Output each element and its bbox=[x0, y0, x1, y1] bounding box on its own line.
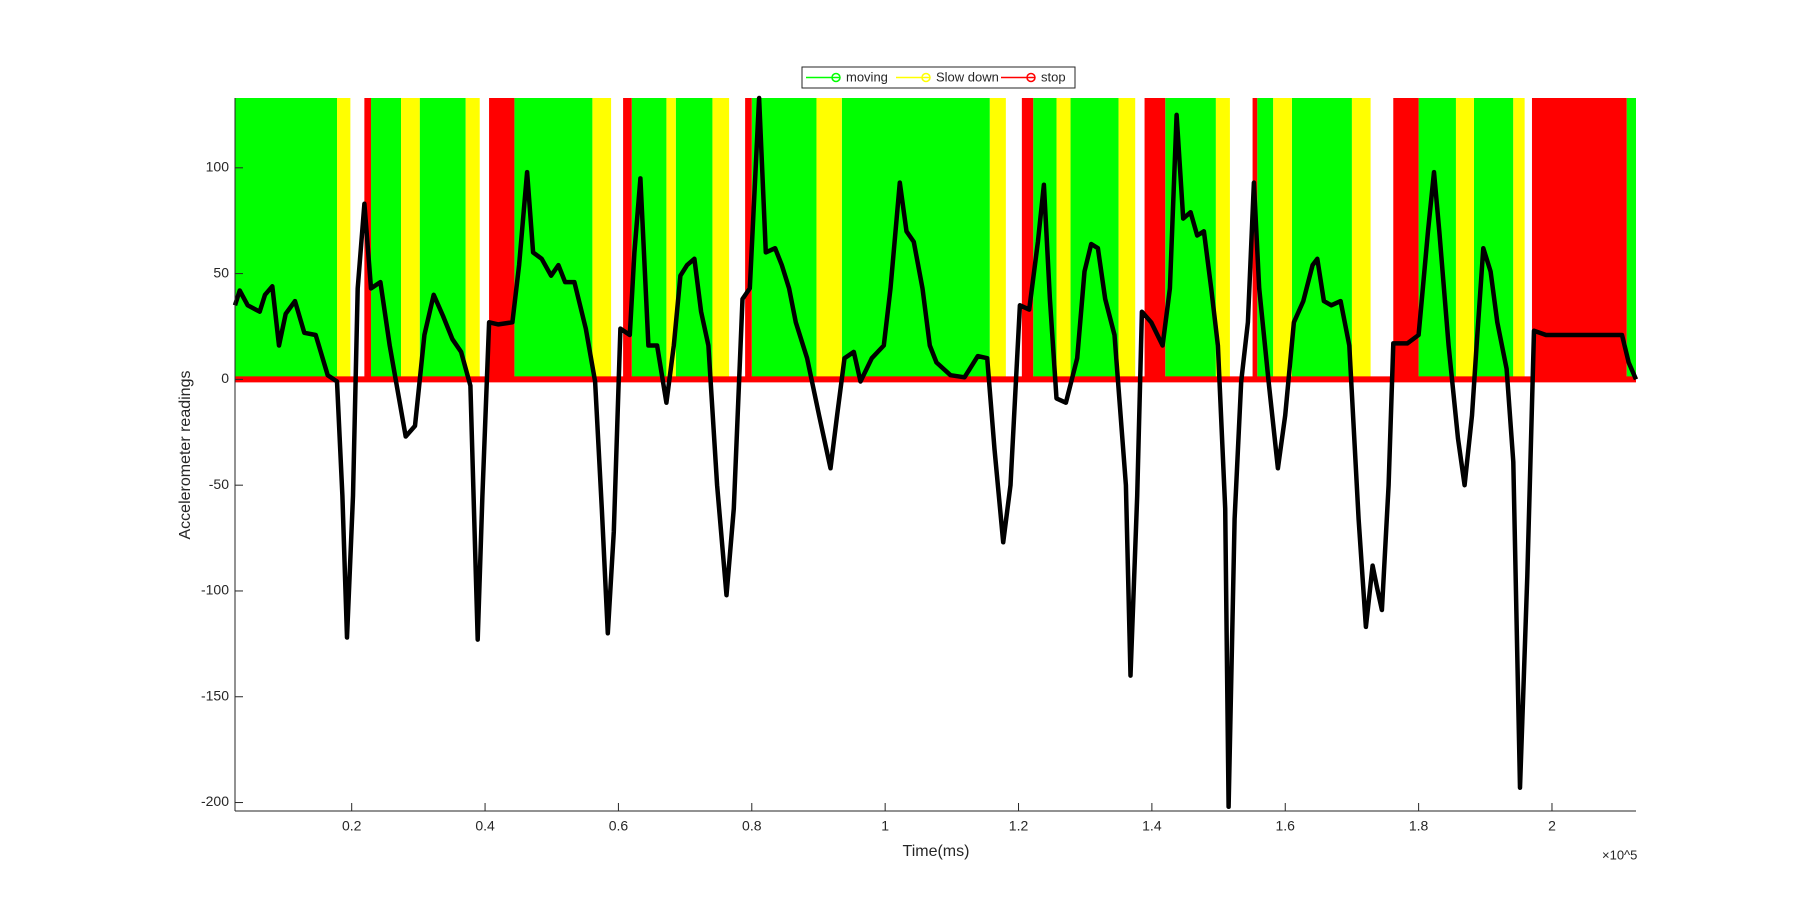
x-tick-label: 0.6 bbox=[609, 818, 629, 834]
state-band bbox=[745, 98, 752, 380]
state-band bbox=[337, 98, 351, 380]
state-band bbox=[371, 98, 402, 380]
state-band bbox=[666, 98, 676, 380]
x-tick-label: 0.2 bbox=[342, 818, 362, 834]
x-tick-label: 1.4 bbox=[1142, 818, 1162, 834]
state-band bbox=[1291, 98, 1352, 380]
state-band bbox=[1144, 98, 1166, 380]
y-tick-label: 50 bbox=[213, 264, 229, 280]
signal-line bbox=[232, 95, 1639, 810]
state-band bbox=[592, 98, 612, 380]
y-axis-label: Accelerometer readings bbox=[177, 371, 194, 540]
state-band bbox=[1513, 98, 1525, 380]
x-tick-label: 1.2 bbox=[1009, 818, 1029, 834]
state-band bbox=[1118, 98, 1136, 380]
legend-box bbox=[801, 66, 1076, 89]
y-tick-label: 100 bbox=[206, 159, 230, 175]
state-band bbox=[989, 98, 1006, 380]
state-band bbox=[1351, 98, 1371, 380]
plot-area bbox=[232, 95, 1639, 810]
y-tick-label: -200 bbox=[201, 793, 229, 809]
y-tick-label: -100 bbox=[201, 582, 229, 598]
x-tick-label: 1.6 bbox=[1276, 818, 1296, 834]
state-band bbox=[712, 98, 730, 380]
state-band bbox=[1056, 98, 1071, 380]
state-band bbox=[1418, 98, 1456, 380]
x-tick-label: 0.4 bbox=[475, 818, 495, 834]
state-band bbox=[841, 98, 990, 380]
y-tick-label: -150 bbox=[201, 687, 229, 703]
legend-label: Slow down bbox=[936, 69, 999, 84]
state-band bbox=[235, 98, 338, 380]
legend-label: stop bbox=[1041, 69, 1066, 84]
x-exponent: ×10^5 bbox=[1602, 847, 1637, 862]
legend-marker bbox=[1026, 72, 1036, 83]
state-band bbox=[1531, 98, 1627, 380]
state-band bbox=[1021, 98, 1034, 380]
state-band bbox=[401, 98, 420, 380]
state-band bbox=[1273, 98, 1292, 380]
y-tick-label: -50 bbox=[209, 476, 229, 492]
state-band bbox=[1393, 98, 1419, 380]
y-tick-label: 0 bbox=[221, 370, 229, 386]
x-tick-label: 0.8 bbox=[742, 818, 762, 834]
state-band bbox=[514, 98, 593, 380]
state-band bbox=[1473, 98, 1514, 380]
x-tick-label: 1.8 bbox=[1409, 818, 1429, 834]
x-tick-label: 1 bbox=[881, 818, 889, 834]
state-band bbox=[623, 98, 632, 380]
legend-marker bbox=[831, 72, 841, 83]
state-band bbox=[419, 98, 466, 380]
legend-marker bbox=[921, 72, 931, 83]
state-band bbox=[1626, 98, 1636, 380]
state-band bbox=[1455, 98, 1474, 380]
legend-label: moving bbox=[846, 69, 888, 84]
state-band bbox=[465, 98, 480, 380]
state-band bbox=[1215, 98, 1230, 380]
legend: moving Slow down stop bbox=[801, 66, 1076, 89]
x-axis-label: Time(ms) bbox=[903, 843, 970, 860]
state-band bbox=[489, 98, 515, 380]
state-band bbox=[816, 98, 842, 380]
x-tick-label: 2 bbox=[1548, 818, 1556, 834]
